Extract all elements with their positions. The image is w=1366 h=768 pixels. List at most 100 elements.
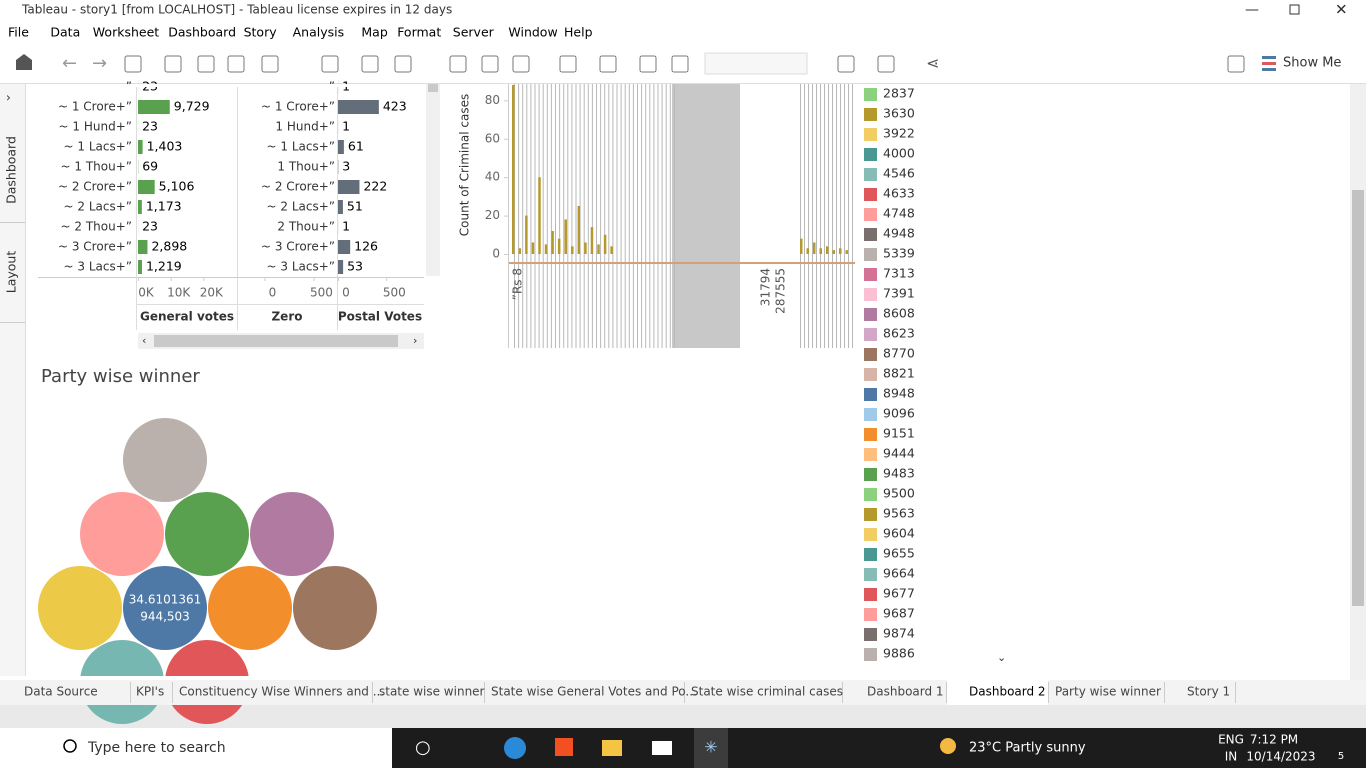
toolbar-icon[interactable]	[197, 55, 215, 73]
tab-bar	[0, 680, 1366, 705]
column-line	[816, 84, 817, 348]
sheet-tab[interactable]: State wise General Votes and Po...	[491, 685, 697, 699]
bar	[813, 242, 816, 254]
menu-item[interactable]: Story	[244, 25, 278, 40]
side-tab[interactable]: Dashboard	[4, 136, 19, 204]
sheet-tab[interactable]: state wise winner	[379, 685, 485, 699]
toolbar-icon[interactable]	[599, 55, 617, 73]
toolbar-icon[interactable]	[1227, 55, 1245, 73]
toolbar-icon[interactable]	[837, 55, 855, 73]
back-icon[interactable]: ←	[62, 53, 77, 74]
taskbar-weather[interactable]: 23°C Partly sunny	[969, 741, 1086, 756]
sheet-tab[interactable]: Data Source	[24, 685, 98, 699]
x-tick-label: 500	[383, 286, 406, 300]
menu-item[interactable]: Window	[508, 25, 557, 40]
x-tick-label: 10K	[167, 286, 191, 300]
scroll-arrow[interactable]: ⌄	[997, 651, 1006, 664]
search-box[interactable]	[0, 728, 392, 768]
minimize[interactable]: —	[1245, 2, 1259, 18]
collapse-arrow[interactable]: ›	[6, 91, 11, 105]
share-icon[interactable]: ⋖	[926, 54, 939, 73]
scroll-arrow[interactable]: ›	[413, 334, 417, 347]
toolbar-icon[interactable]	[481, 55, 499, 73]
show-me[interactable]: Show Me	[1283, 56, 1341, 71]
toolbar-icon[interactable]	[559, 55, 577, 73]
menu-item[interactable]: Format	[397, 25, 441, 40]
taskbar-lang[interactable]: ENG	[1218, 733, 1244, 747]
menu-item[interactable]: Worksheet	[93, 25, 159, 40]
scroll-arrow[interactable]: ‹	[142, 334, 146, 347]
close[interactable]: ✕	[1335, 1, 1348, 19]
toolbar-icon[interactable]	[512, 55, 530, 73]
toolbar-dropdown[interactable]	[704, 52, 808, 75]
toolbar-icon[interactable]	[124, 55, 142, 73]
tab-sep	[130, 682, 131, 703]
bar	[544, 244, 548, 254]
toolbar-icon[interactable]	[671, 55, 689, 73]
bubble	[38, 566, 122, 650]
tick-mark	[504, 138, 508, 140]
home-icon[interactable]	[16, 54, 32, 70]
legend-swatch	[864, 408, 877, 421]
taskbar-notifications[interactable]: 5	[1338, 751, 1344, 762]
pane-divider	[237, 84, 238, 330]
menu-item[interactable]: Server	[453, 25, 495, 40]
bar	[512, 85, 515, 254]
toolbar-icon[interactable]	[227, 55, 245, 73]
sheet-tab[interactable]: Story 1	[1187, 685, 1230, 699]
maximize[interactable]	[1289, 4, 1300, 15]
column-line	[832, 84, 833, 348]
edge-icon[interactable]	[504, 737, 526, 759]
menu-item[interactable]: Map	[361, 25, 387, 40]
menu-item[interactable]: Analysis	[293, 25, 345, 40]
store-icon[interactable]	[555, 738, 573, 756]
tableau-task[interactable]	[694, 728, 728, 768]
toolbar-icon[interactable]	[449, 55, 467, 73]
tab-sep	[484, 682, 485, 703]
start-icon[interactable]	[18, 740, 26, 747]
bar	[597, 244, 600, 254]
sheet-tab[interactable]: KPI's	[136, 685, 164, 699]
sheet-tab[interactable]: Dashboard 2	[969, 685, 1046, 699]
sheet-tab[interactable]: State wise criminal cases	[691, 685, 843, 699]
legend-label: 9874	[883, 626, 915, 641]
bar	[832, 250, 835, 254]
column-line	[530, 84, 532, 348]
forward-icon[interactable]: →	[92, 53, 107, 74]
tab-sep	[1048, 682, 1049, 703]
legend-swatch	[864, 128, 877, 141]
toolbar-icon[interactable]	[361, 55, 379, 73]
toolbar-icon[interactable]	[321, 55, 339, 73]
column-line	[645, 84, 647, 348]
bar	[338, 140, 344, 154]
x-tick-label: 0	[342, 286, 350, 300]
menu-item[interactable]: Dashboard	[168, 25, 236, 40]
axis-title: Postal Votes	[338, 310, 422, 324]
legend-label: 8608	[883, 306, 915, 321]
toolbar-icon[interactable]	[639, 55, 657, 73]
taskbar-search[interactable]: Type here to search	[87, 740, 226, 756]
toolbar-icon[interactable]	[394, 55, 412, 73]
menu-item[interactable]: Data	[50, 25, 80, 40]
explorer-icon[interactable]	[602, 740, 622, 756]
sheet-tab[interactable]: Constituency Wise Winners and ...	[179, 685, 384, 699]
tick-mark	[504, 100, 508, 102]
column-line	[669, 84, 671, 348]
toolbar-icon[interactable]	[261, 55, 279, 73]
sheet-tab[interactable]: Party wise winner	[1055, 685, 1161, 699]
menu-item[interactable]: Help	[564, 25, 593, 40]
legend-label: 8623	[883, 326, 915, 341]
side-tab[interactable]: Layout	[4, 251, 19, 294]
cortana-icon[interactable]: ○	[415, 737, 431, 758]
side-sep	[0, 222, 25, 223]
mail-icon[interactable]	[652, 741, 672, 755]
tick-mark	[203, 277, 205, 281]
legend-label: 4000	[883, 146, 915, 161]
taskbar-time[interactable]: 7:12 PM	[1250, 733, 1298, 747]
toolbar-icon[interactable]	[877, 55, 895, 73]
legend-label: 3630	[883, 106, 915, 121]
toolbar-icon[interactable]	[164, 55, 182, 73]
data-label: 53	[347, 259, 363, 274]
sheet-tab[interactable]: Dashboard 1	[867, 685, 944, 699]
menu-item[interactable]: File	[8, 25, 29, 40]
